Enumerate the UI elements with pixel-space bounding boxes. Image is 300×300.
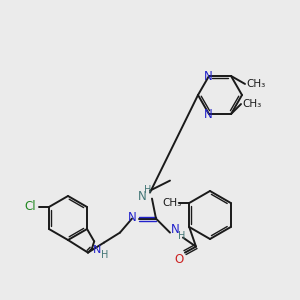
Text: H: H [100, 250, 108, 260]
Text: N: N [128, 211, 136, 224]
Text: Cl: Cl [24, 200, 36, 214]
Text: CH₃: CH₃ [163, 198, 182, 208]
Text: CH₃: CH₃ [242, 99, 261, 109]
Text: N: N [204, 70, 212, 83]
Text: N: N [171, 223, 179, 236]
Text: N: N [93, 245, 101, 255]
Text: N: N [138, 190, 146, 203]
Text: H: H [178, 231, 186, 241]
Text: CH₃: CH₃ [246, 79, 265, 89]
Text: H: H [144, 184, 152, 195]
Text: O: O [174, 253, 184, 266]
Text: N: N [204, 108, 212, 121]
